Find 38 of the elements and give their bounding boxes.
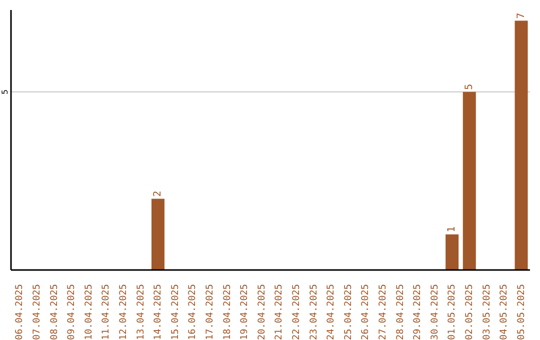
x-tick-label: 23.04.2025 bbox=[308, 284, 320, 340]
x-tick-label: 06.04.2025 bbox=[14, 284, 26, 340]
data-label: 5 bbox=[464, 84, 475, 90]
x-tick-label: 03.05.2025 bbox=[481, 284, 492, 340]
x-tick-label: 01.05.2025 bbox=[446, 284, 458, 340]
x-tick-label: 07.04.2025 bbox=[31, 284, 42, 340]
x-tick-label: 10.04.2025 bbox=[83, 284, 94, 340]
bar bbox=[514, 20, 528, 270]
x-tick-label: 13.04.2025 bbox=[135, 284, 146, 340]
x-tick-label: 24.04.2025 bbox=[326, 284, 337, 340]
bar bbox=[446, 234, 459, 270]
x-tick-label: 30.04.2025 bbox=[429, 284, 440, 340]
x-tick-label: 16.04.2025 bbox=[187, 284, 198, 340]
x-tick-label: 12.04.2025 bbox=[118, 284, 129, 340]
x-tick-label: 02.05.2025 bbox=[464, 284, 475, 340]
data-label: 2 bbox=[152, 190, 164, 197]
x-tick-label: 20.04.2025 bbox=[256, 284, 268, 340]
x-tick-label: 25.04.2025 bbox=[342, 284, 354, 340]
bar bbox=[462, 92, 476, 270]
x-tick-label: 29.04.2025 bbox=[412, 284, 424, 340]
x-tick-label: 17.04.2025 bbox=[204, 284, 216, 340]
x-tick-label: 27.04.2025 bbox=[377, 284, 388, 340]
x-tick-label: 19.04.2025 bbox=[239, 284, 250, 340]
data-label: 1 bbox=[446, 226, 458, 232]
x-tick-label: 04.05.2025 bbox=[498, 284, 510, 340]
data-label: 7 bbox=[516, 12, 527, 19]
x-tick-label: 28.04.2025 bbox=[394, 284, 406, 340]
x-tick-label: 21.04.2025 bbox=[274, 284, 285, 340]
x-tick-label: 15.04.2025 bbox=[170, 284, 181, 340]
x-tick-label: 18.04.2025 bbox=[222, 284, 233, 340]
x-tick-label: 08.04.2025 bbox=[48, 284, 60, 340]
x-tick-label: 26.04.2025 bbox=[360, 284, 372, 340]
bar bbox=[151, 198, 164, 270]
x-tick-label: 05.05.2025 bbox=[516, 284, 527, 340]
x-tick-label: 14.04.2025 bbox=[152, 284, 164, 340]
x-tick-label: 22.04.2025 bbox=[290, 284, 302, 340]
x-tick-label: 09.04.2025 bbox=[66, 284, 78, 340]
x-tick-label: 11.04.2025 bbox=[100, 284, 112, 340]
